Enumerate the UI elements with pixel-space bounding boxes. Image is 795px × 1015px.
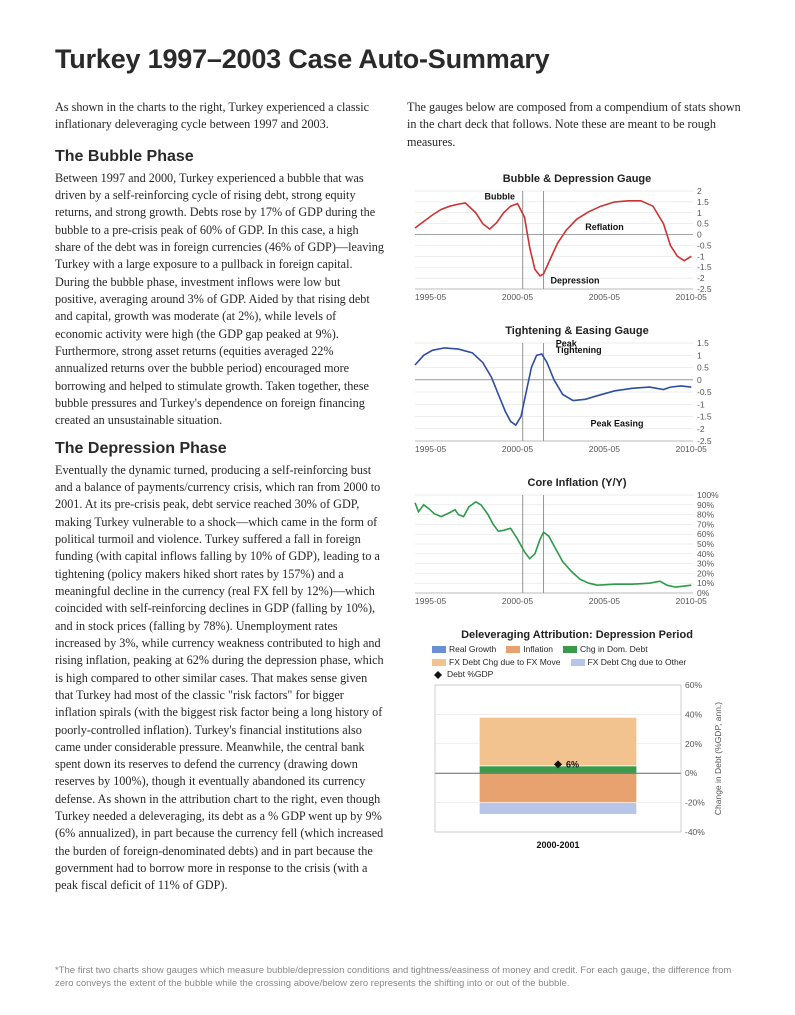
svg-text:Change in Debt (%GDP, ann.): Change in Debt (%GDP, ann.) bbox=[713, 702, 723, 815]
svg-text:-1.5: -1.5 bbox=[697, 262, 712, 272]
svg-text:100%: 100% bbox=[697, 491, 719, 500]
legend-item: Inflation bbox=[506, 643, 553, 656]
svg-text:1995-05: 1995-05 bbox=[415, 292, 446, 302]
chart-svg: -2.5-2-1.5-1-0.500.511.52BubbleReflation… bbox=[407, 187, 725, 305]
svg-text:2005-05: 2005-05 bbox=[589, 596, 620, 606]
svg-text:0.5: 0.5 bbox=[697, 219, 709, 229]
svg-text:70%: 70% bbox=[697, 519, 714, 529]
svg-text:2005-05: 2005-05 bbox=[589, 444, 620, 454]
stack-chart-svg: -40% -20% 0% 20% 40% 60% 6% 2000-2001 Change in … bbox=[407, 681, 725, 856]
svg-text:2005-05: 2005-05 bbox=[589, 292, 620, 302]
svg-text:-1: -1 bbox=[697, 251, 705, 261]
svg-text:60%: 60% bbox=[697, 529, 714, 539]
svg-text:-0.5: -0.5 bbox=[697, 240, 712, 250]
svg-text:0%: 0% bbox=[685, 768, 698, 778]
chart-svg: -2.5-2-1.5-1-0.500.511.5PeakTighteningPe… bbox=[407, 339, 725, 457]
svg-text:2000-2001: 2000-2001 bbox=[536, 840, 579, 850]
chart-c3: Core Inflation (Y/Y)0%10%20%30%40%50%60%… bbox=[407, 469, 747, 609]
svg-text:-40%: -40% bbox=[685, 827, 705, 837]
chart-title: Tightening & Easing Gauge bbox=[407, 325, 747, 337]
page: Turkey 1997–2003 Case Auto-Summary As sh… bbox=[0, 0, 795, 1015]
svg-text:-2: -2 bbox=[697, 424, 705, 434]
legend-item: FX Debt Chg due to FX Move bbox=[432, 656, 561, 669]
svg-text:1.5: 1.5 bbox=[697, 339, 709, 348]
section-body: Eventually the dynamic turned, producing… bbox=[55, 462, 385, 895]
chart-c1: Bubble & Depression Gauge-2.5-2-1.5-1-0.… bbox=[407, 165, 747, 305]
chart-svg: 0%10%20%30%40%50%60%70%80%90%100%1995-05… bbox=[407, 491, 725, 609]
right-column: The gauges below are composed from a com… bbox=[407, 99, 747, 905]
chart-legend: Real Growth Inflation Chg in Dom. DebtFX D… bbox=[407, 643, 747, 681]
chart-stack: Deleveraging Attribution: Depression Per… bbox=[407, 621, 747, 856]
legend-item: FX Debt Chg due to Other bbox=[571, 656, 687, 669]
svg-text:-20%: -20% bbox=[685, 798, 705, 808]
svg-text:1: 1 bbox=[697, 350, 702, 360]
svg-text:2000-05: 2000-05 bbox=[502, 292, 533, 302]
legend-item: Real Growth bbox=[432, 643, 496, 656]
svg-text:2010-05: 2010-05 bbox=[676, 596, 707, 606]
svg-text:2: 2 bbox=[697, 187, 702, 196]
svg-text:0: 0 bbox=[697, 375, 702, 385]
legend-item: Debt %GDP bbox=[432, 668, 493, 681]
svg-text:1.5: 1.5 bbox=[697, 197, 709, 207]
chart-stack: Bubble & Depression Gauge-2.5-2-1.5-1-0.… bbox=[407, 165, 747, 856]
footnote: *The first two charts show gauges which … bbox=[55, 965, 747, 991]
svg-text:40%: 40% bbox=[697, 549, 714, 559]
legend-item: Chg in Dom. Debt bbox=[563, 643, 648, 656]
svg-text:90%: 90% bbox=[697, 500, 714, 510]
svg-text:Bubble: Bubble bbox=[485, 192, 516, 202]
svg-text:0.5: 0.5 bbox=[697, 362, 709, 372]
svg-text:30%: 30% bbox=[697, 559, 714, 569]
svg-text:60%: 60% bbox=[685, 681, 702, 690]
svg-text:0: 0 bbox=[697, 230, 702, 240]
page-title: Turkey 1997–2003 Case Auto-Summary bbox=[55, 44, 747, 75]
svg-text:2010-05: 2010-05 bbox=[676, 292, 707, 302]
chart-title: Deleveraging Attribution: Depression Per… bbox=[407, 629, 747, 641]
svg-text:Peak Easing: Peak Easing bbox=[590, 418, 643, 428]
svg-text:Tightening: Tightening bbox=[556, 345, 602, 355]
svg-text:40%: 40% bbox=[685, 710, 702, 720]
svg-text:2000-05: 2000-05 bbox=[502, 596, 533, 606]
section-heading: The Bubble Phase bbox=[55, 148, 385, 166]
svg-text:-1.5: -1.5 bbox=[697, 411, 712, 421]
svg-text:20%: 20% bbox=[697, 568, 714, 578]
svg-text:50%: 50% bbox=[697, 539, 714, 549]
svg-text:6%: 6% bbox=[566, 760, 579, 770]
chart-title: Bubble & Depression Gauge bbox=[407, 173, 747, 185]
svg-text:-1: -1 bbox=[697, 399, 705, 409]
svg-text:2000-05: 2000-05 bbox=[502, 444, 533, 454]
chart-c2: Tightening & Easing Gauge-2.5-2-1.5-1-0.… bbox=[407, 317, 747, 457]
two-column-layout: As shown in the charts to the right, Tur… bbox=[55, 99, 747, 905]
svg-text:1: 1 bbox=[697, 208, 702, 218]
svg-text:1995-05: 1995-05 bbox=[415, 444, 446, 454]
svg-text:Depression: Depression bbox=[551, 276, 600, 286]
section-heading: The Depression Phase bbox=[55, 440, 385, 458]
section-body: Between 1997 and 2000, Turkey experience… bbox=[55, 170, 385, 430]
svg-text:1995-05: 1995-05 bbox=[415, 596, 446, 606]
svg-text:2010-05: 2010-05 bbox=[676, 444, 707, 454]
svg-text:20%: 20% bbox=[685, 739, 702, 749]
svg-text:-2: -2 bbox=[697, 273, 705, 283]
intro-left: As shown in the charts to the right, Tur… bbox=[55, 99, 385, 134]
intro-right: The gauges below are composed from a com… bbox=[407, 99, 747, 151]
chart-title: Core Inflation (Y/Y) bbox=[407, 477, 747, 489]
svg-text:10%: 10% bbox=[697, 578, 714, 588]
svg-text:80%: 80% bbox=[697, 510, 714, 520]
svg-text:-0.5: -0.5 bbox=[697, 387, 712, 397]
svg-text:Reflation: Reflation bbox=[585, 222, 624, 232]
left-column: As shown in the charts to the right, Tur… bbox=[55, 99, 385, 905]
